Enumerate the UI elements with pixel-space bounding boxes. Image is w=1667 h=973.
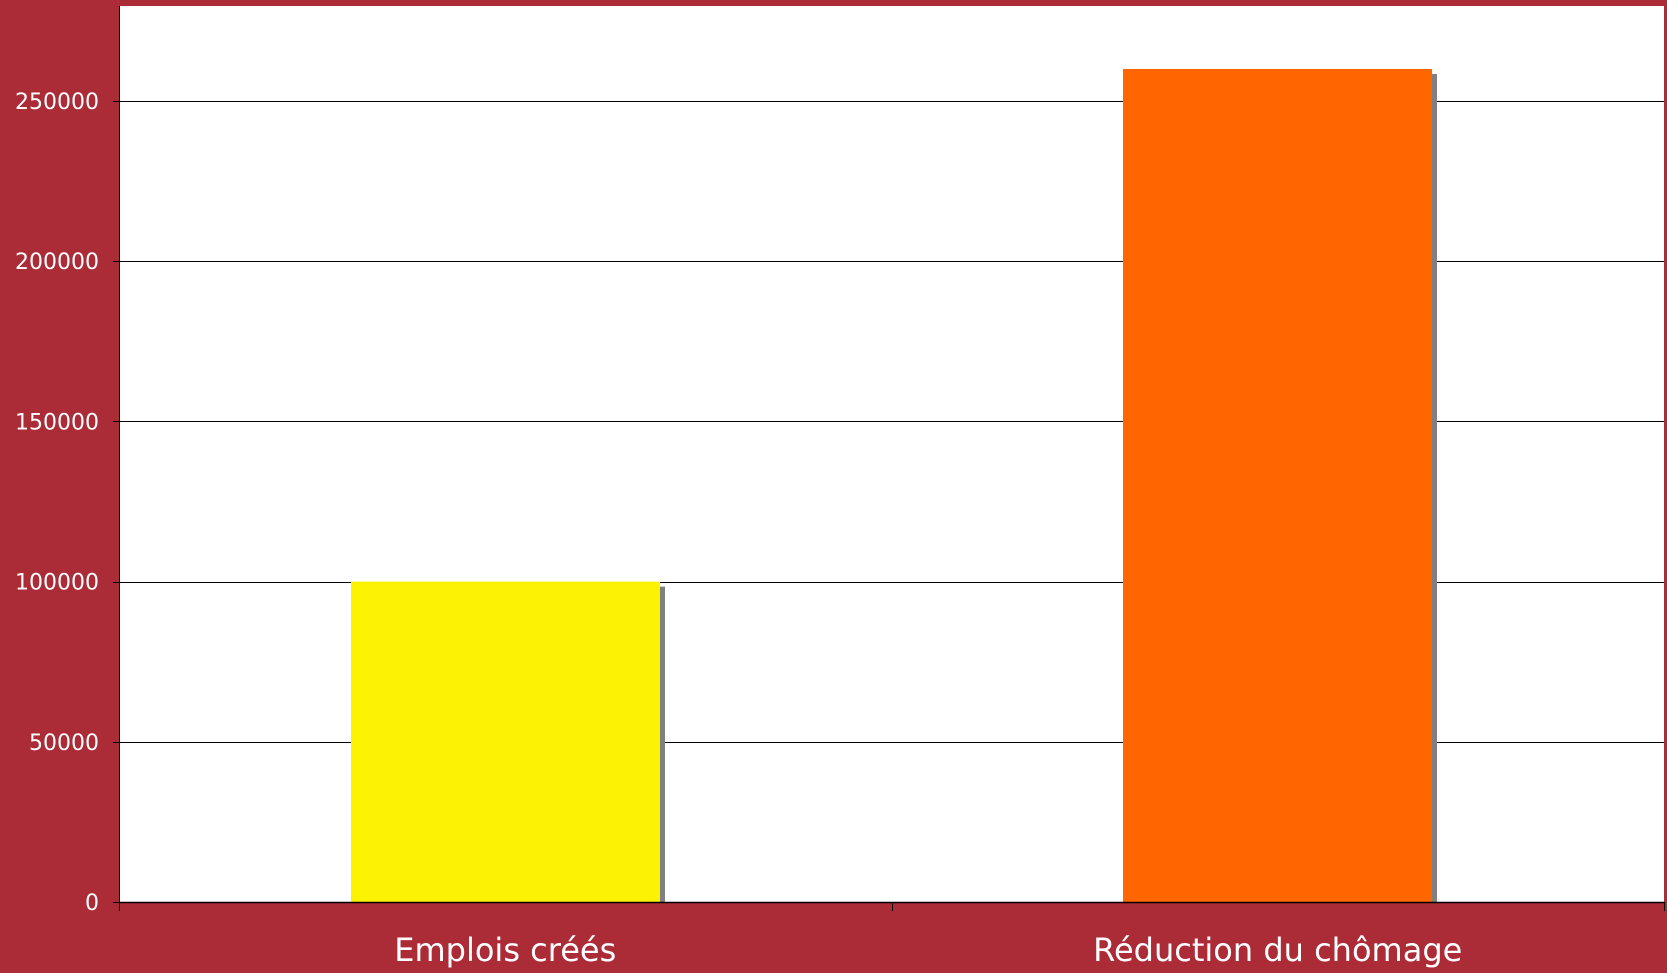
y-tick-label: 100000 — [15, 571, 99, 596]
bars — [351, 68, 1437, 902]
y-tick-labels: 0 50000 100000 150000 200000 250000 — [15, 90, 99, 916]
y-tick-label: 250000 — [15, 90, 99, 115]
bar-reduction-chomage — [1123, 68, 1432, 902]
bar-emplois-crees — [351, 581, 660, 902]
y-tick-label: 50000 — [29, 731, 99, 756]
y-tick-label: 0 — [85, 891, 99, 916]
x-category-label: Emplois créés — [394, 931, 616, 969]
x-category-label: Réduction du chômage — [1093, 931, 1462, 969]
y-tick-label: 200000 — [15, 250, 99, 275]
y-tick-label: 150000 — [15, 410, 99, 435]
axes — [113, 6, 1665, 911]
x-category-labels: Emplois créés Réduction du chômage — [394, 931, 1462, 969]
